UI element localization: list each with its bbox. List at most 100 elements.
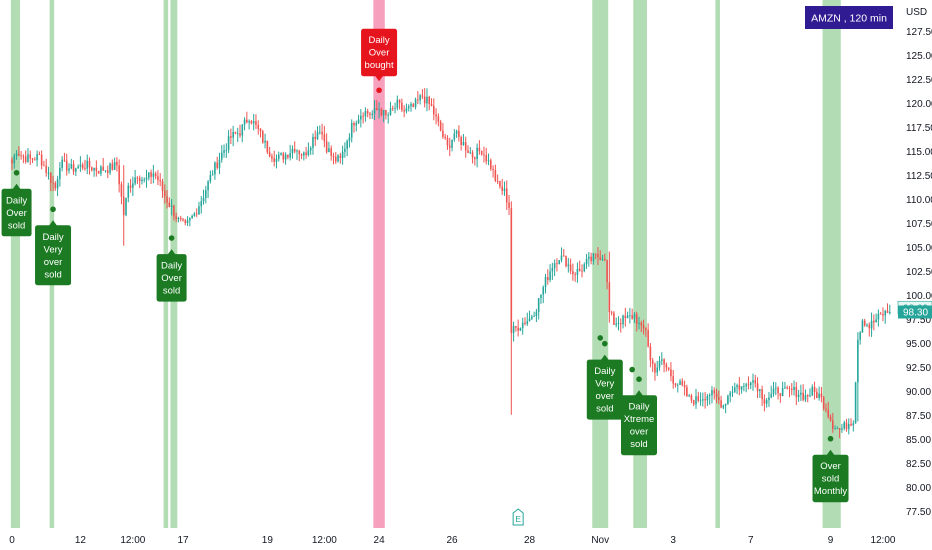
signal-text: bought <box>365 60 394 71</box>
candle-body <box>515 326 517 328</box>
candle-body <box>357 119 360 124</box>
candle-body <box>391 108 394 110</box>
signal-text: sold <box>8 220 25 231</box>
candle-body <box>469 152 472 154</box>
last-price-label: 98.30 <box>903 308 928 319</box>
candle-body <box>173 205 175 217</box>
candle-body <box>588 256 590 259</box>
candle-body <box>266 140 269 153</box>
candle-body <box>471 152 474 158</box>
signal-text: sold <box>630 439 647 450</box>
candle-body <box>398 99 401 103</box>
candle-body <box>284 154 287 160</box>
candle-body <box>722 405 725 408</box>
candle-body <box>448 145 451 148</box>
candle-body <box>104 170 107 172</box>
candle-body <box>36 154 38 161</box>
candle-body <box>49 172 52 183</box>
candle-body <box>296 150 298 152</box>
signal-pointer <box>600 354 609 361</box>
candle-body <box>781 388 784 396</box>
candle-body <box>47 172 50 174</box>
candle-body <box>635 313 638 324</box>
y-tick-label: 107.50 <box>906 219 932 230</box>
candle-body <box>531 316 533 319</box>
x-tick-label: 28 <box>524 535 536 546</box>
candle-body <box>567 264 570 267</box>
candle-body <box>341 151 344 159</box>
candle-body <box>779 393 782 396</box>
candle-body <box>148 172 150 178</box>
candle-body <box>581 270 583 272</box>
highlight-zones <box>10 0 841 528</box>
symbol-badge[interactable]: AMZN , 120 min <box>805 6 893 29</box>
candle-body <box>731 391 734 393</box>
candle-body <box>100 166 102 174</box>
candle-body <box>382 110 385 116</box>
candle-body <box>132 183 134 188</box>
candle-body <box>704 399 706 401</box>
candle-body <box>362 115 364 117</box>
candle-body <box>430 104 433 106</box>
candle-body <box>426 96 428 104</box>
candle-body <box>184 220 187 224</box>
candle-body <box>827 409 830 417</box>
candle-body <box>200 201 203 207</box>
candle-body <box>521 322 524 329</box>
candle-body <box>287 154 289 158</box>
candle-body <box>480 151 483 155</box>
candle-body <box>467 150 469 153</box>
candle-body <box>38 154 41 156</box>
candle-body <box>195 213 198 215</box>
candle-body <box>458 130 460 138</box>
candle-body <box>157 176 159 181</box>
candle-body <box>198 206 200 215</box>
candle-body <box>230 136 232 138</box>
candle-body <box>52 182 54 184</box>
candle-body <box>786 387 788 389</box>
candle-body <box>765 400 768 404</box>
candle-body <box>667 367 670 370</box>
candle-body <box>875 319 877 323</box>
candle-body <box>451 139 453 148</box>
candle-body <box>355 123 358 126</box>
candle-body <box>553 263 556 268</box>
candle-body <box>316 132 319 140</box>
candle-body <box>298 150 301 155</box>
candle-body <box>339 155 342 159</box>
candle-body <box>189 218 191 221</box>
candle-body <box>843 422 845 429</box>
candle-body <box>754 380 757 384</box>
candle-body <box>282 153 285 160</box>
candle-body <box>394 107 396 109</box>
candle-body <box>788 388 791 390</box>
highlight-zone <box>592 0 609 528</box>
candle-body <box>569 264 572 272</box>
candle-body <box>259 128 262 132</box>
signal-text: Over <box>6 208 27 219</box>
candle-body <box>889 312 891 314</box>
candle-body <box>387 114 389 116</box>
candle-body <box>670 369 672 377</box>
x-tick-label: 12:00 <box>312 535 337 546</box>
candle-body <box>205 190 207 198</box>
candle-body <box>594 253 597 255</box>
candle-body <box>428 96 431 105</box>
signal-text: Daily <box>369 35 390 46</box>
candle-body <box>11 159 13 164</box>
earnings-icon[interactable]: E <box>512 508 524 526</box>
time-axis[interactable]: 0 12 12:00 17 19 12:00 24 26 28 Nov 3 7 9 12:00 E <box>9 508 896 546</box>
candle-body <box>323 134 326 142</box>
candle-body <box>622 315 624 325</box>
candle-body <box>537 298 540 312</box>
candle-body <box>736 385 738 388</box>
candle-body <box>309 147 312 151</box>
candle-body <box>442 130 444 137</box>
candle-body <box>353 123 355 126</box>
price-axis[interactable]: 77.50 80.00 82.50 85.00 87.50 90.00 92.50 95.00… <box>897 27 932 518</box>
candle-body <box>549 271 551 281</box>
candle-body <box>540 294 542 299</box>
candle-body <box>775 387 777 389</box>
